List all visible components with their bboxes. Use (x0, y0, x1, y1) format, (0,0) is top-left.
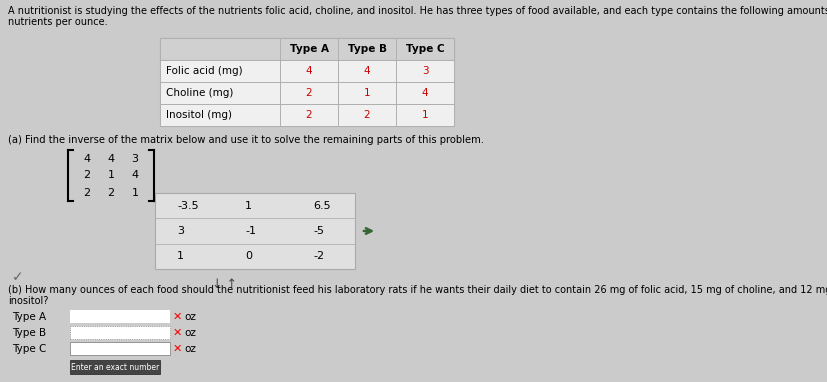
Bar (70, 310, 170, 323)
Bar (70, 360, 160, 374)
Text: 4: 4 (306, 66, 313, 76)
Text: oz: oz (184, 343, 196, 353)
Text: nutrients per ounce.: nutrients per ounce. (8, 17, 108, 27)
Text: (a) Find the inverse of the matrix below and use it to solve the remaining parts: (a) Find the inverse of the matrix below… (8, 135, 484, 145)
Text: ↓ ↑: ↓ ↑ (213, 278, 237, 291)
Text: Inositol (mg): Inositol (mg) (166, 110, 232, 120)
Text: ✓: ✓ (12, 270, 24, 284)
Bar (70, 342, 170, 355)
Bar (160, 104, 454, 126)
Text: Type A: Type A (289, 44, 328, 54)
Text: ✕: ✕ (173, 343, 183, 353)
Text: 4: 4 (84, 154, 91, 163)
Text: 3: 3 (131, 154, 138, 163)
Text: 3: 3 (422, 66, 428, 76)
Text: 2: 2 (364, 110, 370, 120)
Text: 2: 2 (84, 188, 91, 197)
Text: 2: 2 (108, 188, 115, 197)
Bar (70, 326, 170, 339)
Bar (160, 82, 454, 104)
Text: -3.5: -3.5 (177, 201, 198, 210)
Text: -2: -2 (313, 251, 324, 261)
Text: 4: 4 (131, 170, 139, 181)
Text: (b) How many ounces of each food should the nutritionist feed his laboratory rat: (b) How many ounces of each food should … (8, 285, 827, 295)
Text: Folic acid (mg): Folic acid (mg) (166, 66, 242, 76)
Text: 1: 1 (245, 201, 252, 210)
Text: 1: 1 (131, 188, 138, 197)
Text: 0: 0 (245, 251, 252, 261)
Text: 1: 1 (364, 88, 370, 98)
Text: 3: 3 (177, 226, 184, 236)
Text: oz: oz (184, 311, 196, 322)
Text: 1: 1 (108, 170, 114, 181)
Text: 2: 2 (306, 88, 313, 98)
Text: inositol?: inositol? (8, 296, 48, 306)
Text: Type B: Type B (12, 327, 46, 338)
Text: 4: 4 (364, 66, 370, 76)
Bar (160, 38, 454, 60)
Text: ✕: ✕ (173, 311, 183, 322)
Text: -1: -1 (245, 226, 256, 236)
Bar (160, 60, 454, 82)
Text: Type C: Type C (12, 343, 46, 353)
Text: Type C: Type C (406, 44, 444, 54)
Text: A nutritionist is studying the effects of the nutrients folic acid, choline, and: A nutritionist is studying the effects o… (8, 6, 827, 16)
Text: -5: -5 (313, 226, 324, 236)
Text: ✕: ✕ (173, 327, 183, 338)
Bar (160, 38, 454, 126)
Text: 1: 1 (177, 251, 184, 261)
Text: Choline (mg): Choline (mg) (166, 88, 233, 98)
Text: 2: 2 (84, 170, 91, 181)
Text: 1: 1 (422, 110, 428, 120)
Text: 4: 4 (422, 88, 428, 98)
Text: 6.5: 6.5 (313, 201, 331, 210)
Text: 2: 2 (306, 110, 313, 120)
Text: Type B: Type B (347, 44, 386, 54)
Text: oz: oz (184, 327, 196, 338)
Text: Type A: Type A (12, 311, 46, 322)
Text: Enter an exact number: Enter an exact number (71, 363, 159, 372)
Text: 4: 4 (108, 154, 115, 163)
Bar (155, 193, 355, 269)
